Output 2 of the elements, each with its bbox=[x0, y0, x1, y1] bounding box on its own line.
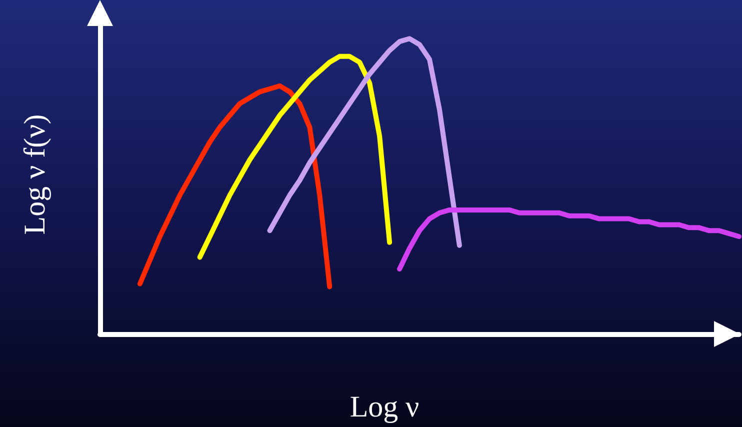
y-axis-title: Log ν f(ν) bbox=[18, 114, 52, 235]
x-axis-title: Log ν bbox=[350, 390, 420, 424]
